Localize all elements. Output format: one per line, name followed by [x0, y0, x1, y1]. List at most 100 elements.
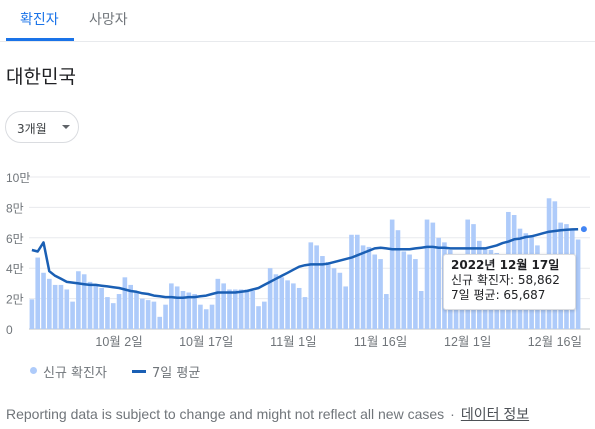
legend-seven-day-average: 7일 평균 [152, 366, 201, 381]
bar [192, 294, 197, 329]
active-tab-indicator [6, 38, 74, 41]
bar [35, 257, 41, 329]
bar [273, 274, 279, 329]
bar [64, 289, 70, 329]
bar [198, 304, 203, 329]
bar [151, 301, 157, 329]
bar [395, 230, 401, 329]
bar [157, 316, 163, 329]
y-tick-label: 8만 [6, 201, 24, 215]
bar [343, 286, 348, 329]
bar [262, 301, 267, 329]
range-dropdown-label: 3개월 [17, 122, 47, 136]
bar [320, 256, 325, 329]
bar [221, 283, 226, 329]
bar [308, 242, 314, 329]
bar [459, 291, 465, 329]
y-tick-label: 6만 [6, 232, 24, 246]
tab-deaths[interactable]: 사망자 [89, 12, 128, 28]
bar [424, 219, 430, 329]
bar [360, 245, 366, 329]
bar [372, 254, 378, 329]
chart-tooltip: 2022년 12월 17일 신규 확진자: 58,862 7일 평균: 65,6… [443, 254, 576, 310]
footer: Reporting data is subject to change and … [6, 404, 529, 424]
bar [413, 259, 418, 329]
bar [436, 237, 441, 329]
y-tick-label: 10만 [6, 171, 30, 185]
bar [140, 298, 145, 329]
bar [279, 277, 285, 329]
bar [337, 272, 343, 329]
bar [174, 286, 180, 329]
x-tick-label: 12월 1일 [444, 335, 491, 349]
bar [331, 268, 337, 329]
bar [575, 239, 581, 329]
bar [267, 268, 273, 329]
bar [134, 292, 139, 329]
data-info-link[interactable]: 데이터 정보 [460, 406, 530, 422]
bar [169, 283, 174, 329]
bar [500, 291, 505, 329]
bar [291, 283, 296, 329]
bar [349, 234, 354, 329]
bar [256, 306, 261, 329]
bar [186, 292, 192, 329]
bar [250, 291, 256, 329]
footer-separator: · [450, 406, 455, 422]
tab-cases[interactable]: 확진자 [20, 12, 59, 28]
bar [163, 304, 168, 329]
bar [401, 251, 407, 329]
bar [407, 254, 412, 329]
bar [76, 271, 81, 329]
y-tick-label: 2만 [6, 293, 24, 307]
bar-legend-swatch [30, 367, 37, 374]
x-tick-label: 12월 16일 [528, 335, 582, 349]
bar [52, 284, 58, 329]
bar [93, 284, 99, 329]
bar [180, 291, 186, 329]
bar [366, 246, 372, 329]
y-tick-label: 0 [6, 323, 13, 337]
bar [232, 289, 238, 329]
bar [378, 259, 383, 329]
legend-new-cases: 신규 확진자 [43, 366, 107, 381]
x-tick-label: 11월 1일 [270, 335, 316, 349]
bar [238, 289, 244, 329]
tab-bar: 확진자 사망자 [0, 0, 595, 42]
bar [145, 300, 151, 329]
bar [110, 303, 116, 329]
tooltip-date: 2022년 12월 17일 [451, 258, 560, 272]
bar [244, 289, 250, 329]
bar [128, 284, 133, 329]
bar [58, 284, 64, 329]
caret-down-icon [62, 125, 70, 129]
seven-day-average-line [31, 227, 579, 300]
tooltip-average: 7일 평균: 65,687 [451, 288, 546, 302]
bar [215, 278, 221, 329]
bar [81, 274, 87, 329]
bar [418, 291, 424, 329]
line-legend-swatch [132, 370, 146, 373]
footer-note: Reporting data is subject to change and … [6, 406, 445, 422]
x-tick-label: 11월 16일 [354, 335, 407, 349]
bar [296, 287, 302, 329]
tooltip-new-cases: 신규 확진자: 58,862 [451, 273, 560, 287]
bar [384, 294, 389, 329]
bar [116, 294, 122, 329]
bar [389, 219, 395, 329]
bar [302, 297, 308, 329]
bar [430, 222, 436, 329]
bar [122, 277, 128, 329]
bar [354, 234, 360, 329]
x-tick-label: 10월 17일 [179, 335, 233, 349]
bar [209, 304, 215, 329]
range-dropdown[interactable]: 3개월 [5, 111, 79, 143]
bar [29, 299, 35, 329]
bar [203, 309, 209, 329]
highlight-point [579, 225, 588, 234]
bar [314, 245, 319, 329]
x-tick-label: 10월 2일 [95, 335, 142, 349]
bar [285, 280, 290, 329]
bar [47, 278, 52, 329]
bar [41, 272, 46, 329]
